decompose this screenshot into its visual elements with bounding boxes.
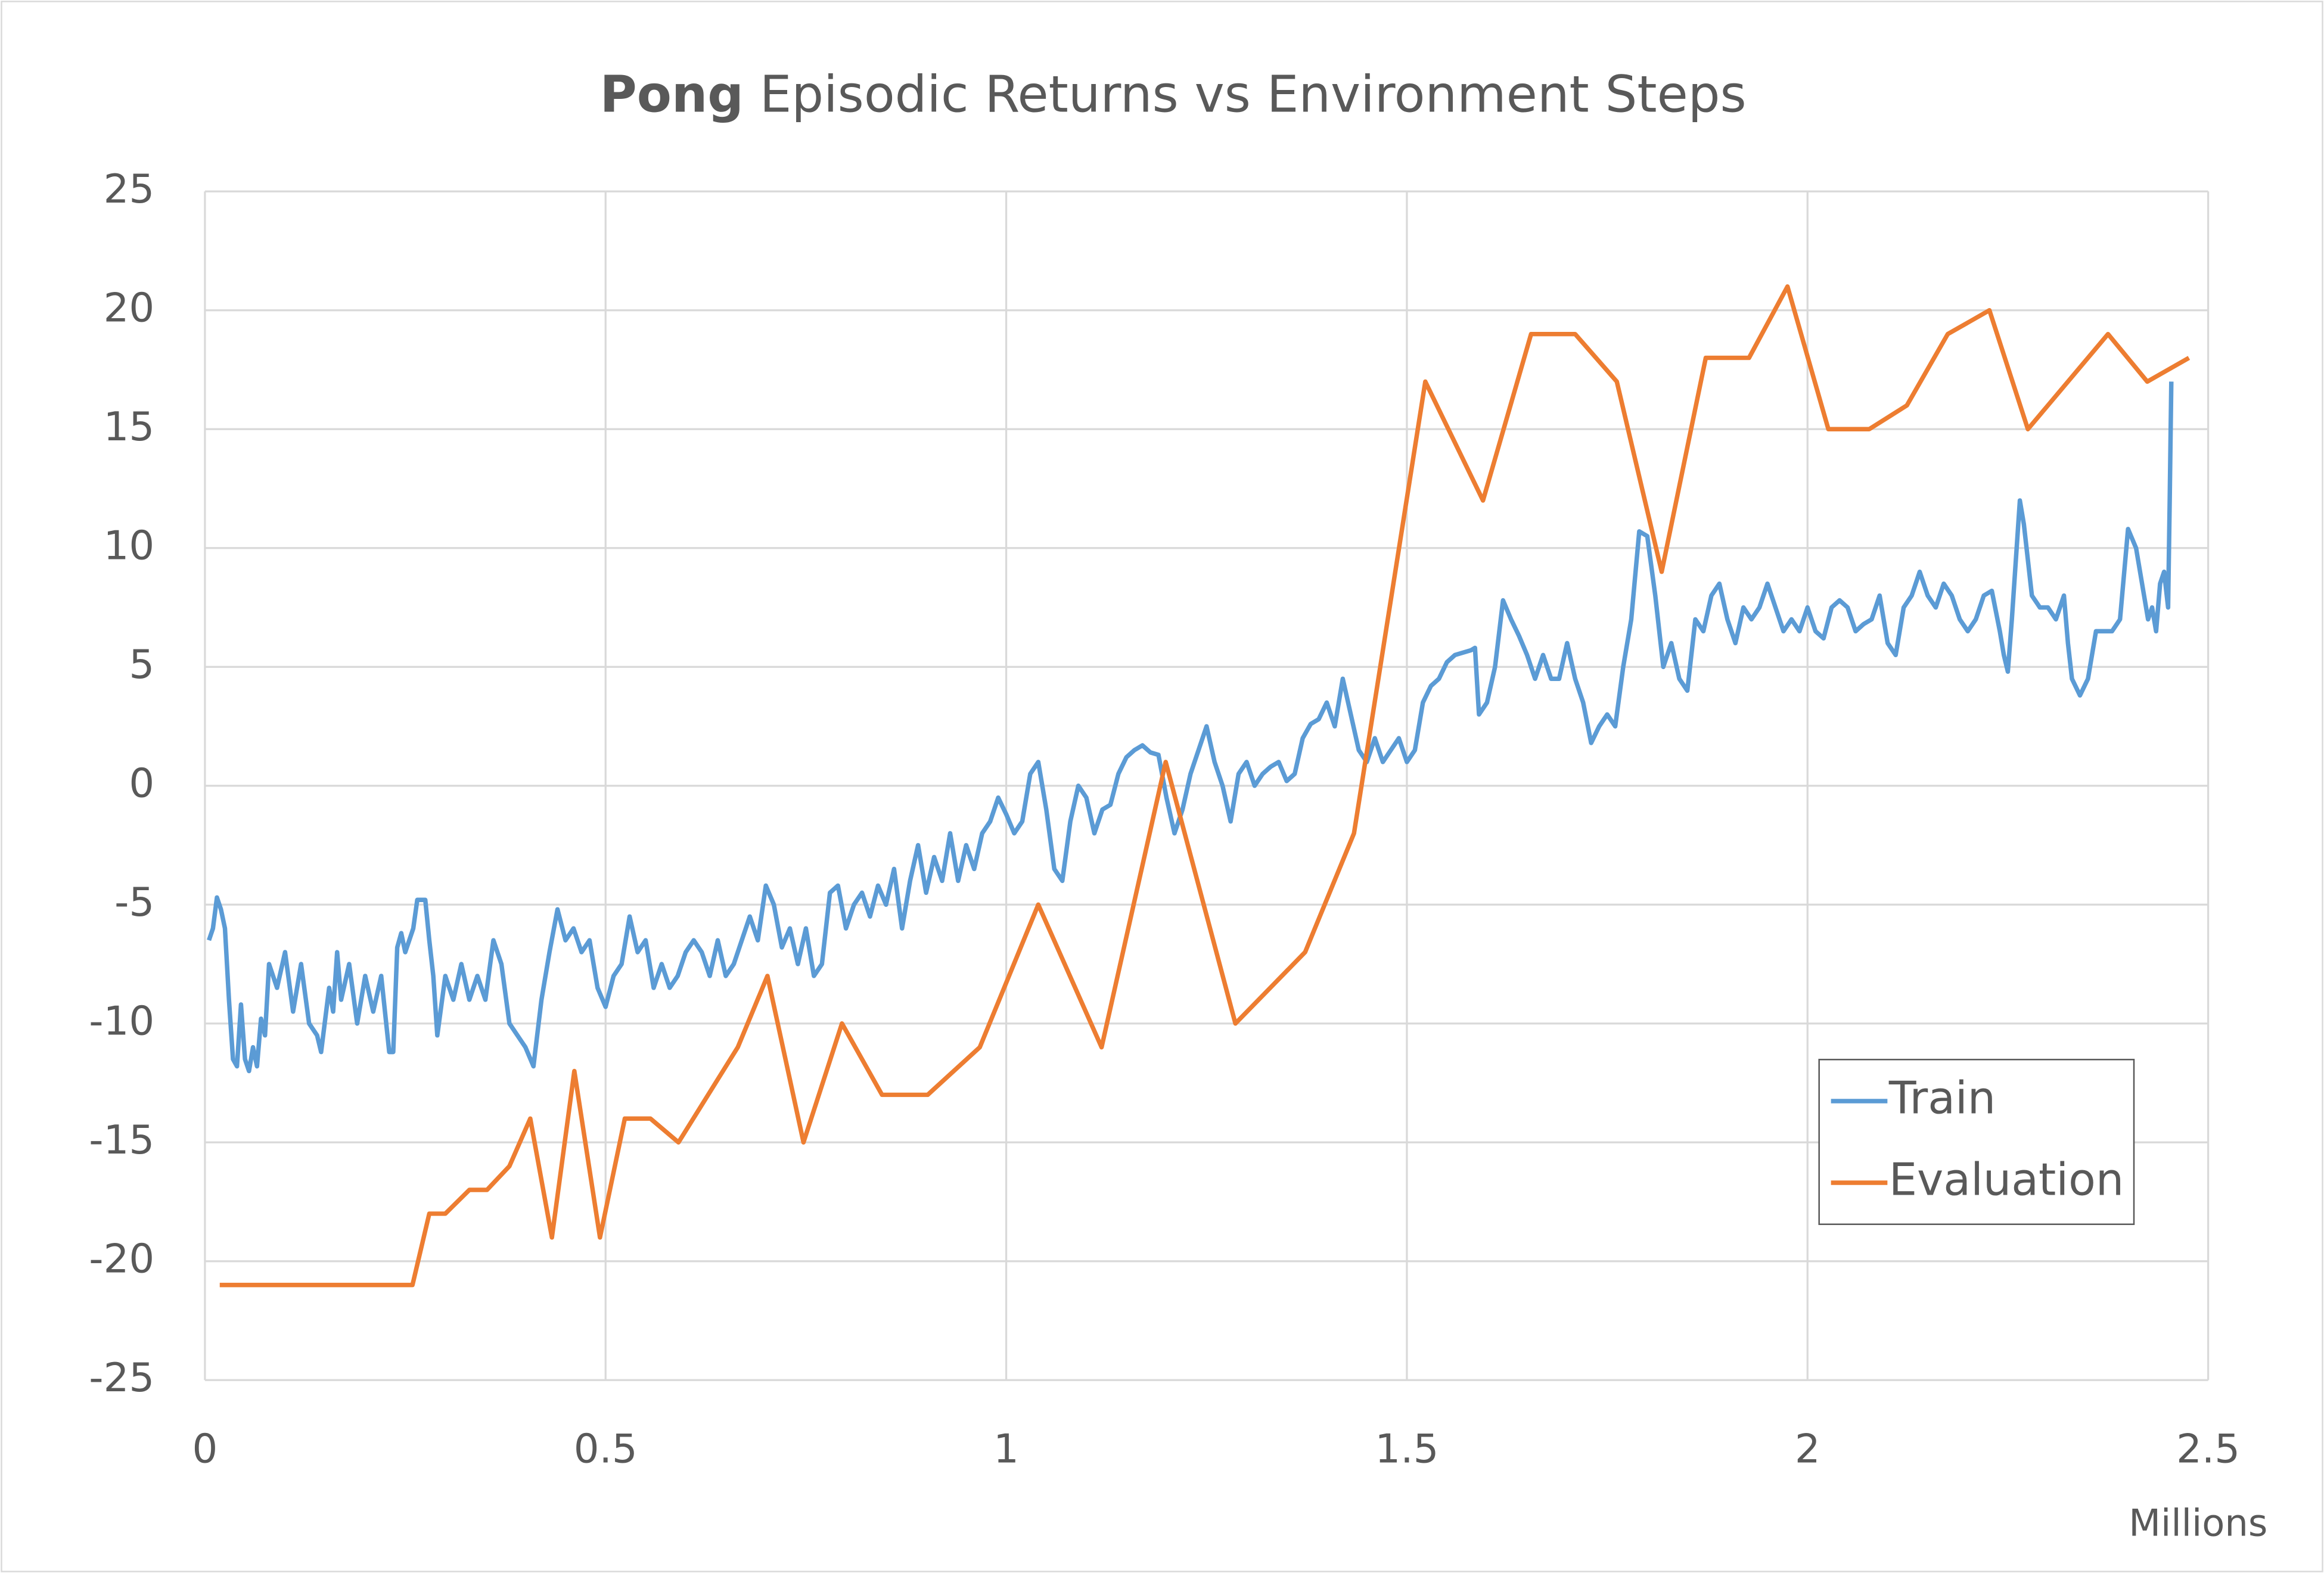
data-line bbox=[219, 284, 2191, 1288]
y-tick-label: -5 bbox=[114, 879, 154, 925]
y-tick-label: -15 bbox=[89, 1117, 154, 1163]
y-tick-label: -25 bbox=[89, 1354, 154, 1401]
x-tick-label: 2.5 bbox=[2176, 1425, 2240, 1472]
y-tick-label: 5 bbox=[129, 641, 154, 688]
y-tick-label: 15 bbox=[104, 403, 155, 450]
y-tick-label: -20 bbox=[89, 1235, 154, 1282]
chart-title: Pong Episodic Returns vs Environment Ste… bbox=[600, 65, 1747, 124]
x-tick-label: 0 bbox=[192, 1425, 218, 1472]
y-tick-label: 10 bbox=[104, 522, 155, 568]
x-tick-label: 1.5 bbox=[1375, 1425, 1438, 1472]
x-tick-label: 0.5 bbox=[574, 1425, 638, 1472]
y-tick-label: 25 bbox=[104, 166, 155, 212]
legend-label: Train bbox=[1888, 1072, 1996, 1124]
x-tick-label: 1 bbox=[993, 1425, 1019, 1472]
y-tick-label: 20 bbox=[104, 284, 155, 331]
data-line bbox=[207, 381, 2174, 1074]
legend-box bbox=[1818, 1059, 2135, 1225]
x-axis-label: Millions bbox=[2129, 1501, 2267, 1544]
y-tick-label: 0 bbox=[129, 760, 154, 806]
legend-label: Evaluation bbox=[1889, 1154, 2124, 1205]
title-emphasis: Pong bbox=[600, 65, 744, 124]
y-tick-label: -10 bbox=[89, 997, 154, 1044]
x-tick-label: 2 bbox=[1795, 1425, 1820, 1472]
title-text: Episodic Returns vs Environment Steps bbox=[760, 65, 1747, 124]
title-gap bbox=[744, 65, 760, 124]
